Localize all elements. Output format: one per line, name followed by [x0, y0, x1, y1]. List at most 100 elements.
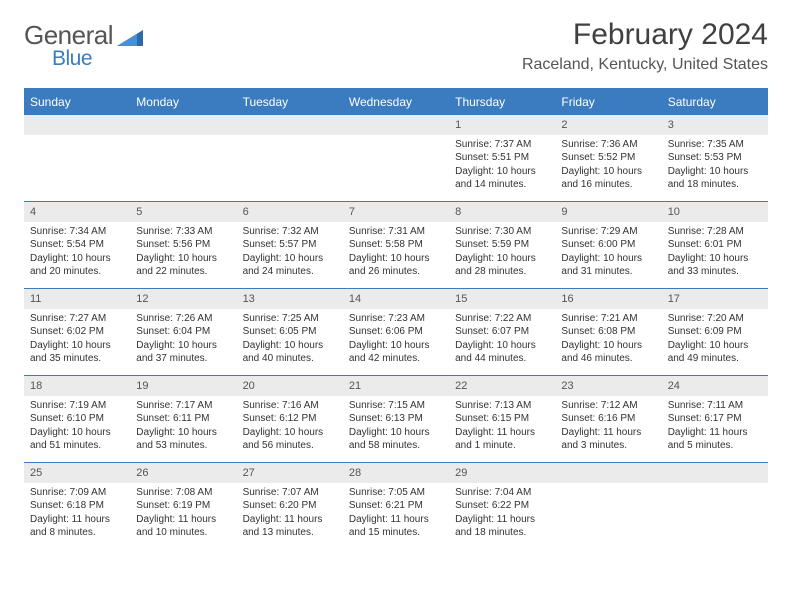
weekday-header: Wednesday [343, 90, 449, 114]
sunrise-text: Sunrise: 7:17 AM [136, 399, 230, 413]
sunrise-text: Sunrise: 7:37 AM [455, 138, 549, 152]
day-cell: 29Sunrise: 7:04 AMSunset: 6:22 PMDayligh… [449, 463, 555, 549]
sunrise-text: Sunrise: 7:22 AM [455, 312, 549, 326]
day-body: Sunrise: 7:23 AMSunset: 6:06 PMDaylight:… [343, 309, 449, 370]
day-number: 16 [555, 289, 661, 309]
weekday-header: Monday [130, 90, 236, 114]
sunrise-text: Sunrise: 7:13 AM [455, 399, 549, 413]
title-block: February 2024 Raceland, Kentucky, United… [522, 18, 768, 74]
day-body [555, 483, 661, 490]
sunset-text: Sunset: 6:10 PM [30, 412, 124, 426]
daylight-text: Daylight: 10 hours and 28 minutes. [455, 252, 549, 279]
day-body: Sunrise: 7:37 AMSunset: 5:51 PMDaylight:… [449, 135, 555, 196]
day-cell [662, 463, 768, 549]
day-number: 11 [24, 289, 130, 309]
day-cell: 17Sunrise: 7:20 AMSunset: 6:09 PMDayligh… [662, 289, 768, 375]
sunrise-text: Sunrise: 7:09 AM [30, 486, 124, 500]
day-number [662, 463, 768, 483]
day-cell: 7Sunrise: 7:31 AMSunset: 5:58 PMDaylight… [343, 202, 449, 288]
daylight-text: Daylight: 10 hours and 22 minutes. [136, 252, 230, 279]
day-number: 26 [130, 463, 236, 483]
day-cell: 13Sunrise: 7:25 AMSunset: 6:05 PMDayligh… [237, 289, 343, 375]
day-body: Sunrise: 7:33 AMSunset: 5:56 PMDaylight:… [130, 222, 236, 283]
day-number: 12 [130, 289, 236, 309]
sunrise-text: Sunrise: 7:28 AM [668, 225, 762, 239]
day-cell: 14Sunrise: 7:23 AMSunset: 6:06 PMDayligh… [343, 289, 449, 375]
calendar-page: General Blue February 2024 Raceland, Ken… [0, 0, 792, 561]
weekday-header: Friday [555, 90, 661, 114]
day-cell: 2Sunrise: 7:36 AMSunset: 5:52 PMDaylight… [555, 115, 661, 201]
day-body: Sunrise: 7:13 AMSunset: 6:15 PMDaylight:… [449, 396, 555, 457]
sunset-text: Sunset: 6:01 PM [668, 238, 762, 252]
sunset-text: Sunset: 5:56 PM [136, 238, 230, 252]
sunset-text: Sunset: 6:09 PM [668, 325, 762, 339]
sunrise-text: Sunrise: 7:33 AM [136, 225, 230, 239]
sunset-text: Sunset: 6:06 PM [349, 325, 443, 339]
sunrise-text: Sunrise: 7:30 AM [455, 225, 549, 239]
week-row: 18Sunrise: 7:19 AMSunset: 6:10 PMDayligh… [24, 375, 768, 462]
day-number: 27 [237, 463, 343, 483]
sunrise-text: Sunrise: 7:11 AM [668, 399, 762, 413]
day-body: Sunrise: 7:25 AMSunset: 6:05 PMDaylight:… [237, 309, 343, 370]
daylight-text: Daylight: 10 hours and 24 minutes. [243, 252, 337, 279]
day-body [24, 135, 130, 142]
day-cell [555, 463, 661, 549]
daylight-text: Daylight: 11 hours and 1 minute. [455, 426, 549, 453]
daylight-text: Daylight: 10 hours and 37 minutes. [136, 339, 230, 366]
sunset-text: Sunset: 6:00 PM [561, 238, 655, 252]
day-cell: 24Sunrise: 7:11 AMSunset: 6:17 PMDayligh… [662, 376, 768, 462]
calendar-grid: Sunday Monday Tuesday Wednesday Thursday… [24, 88, 768, 549]
day-number: 17 [662, 289, 768, 309]
day-cell: 25Sunrise: 7:09 AMSunset: 6:18 PMDayligh… [24, 463, 130, 549]
day-body: Sunrise: 7:34 AMSunset: 5:54 PMDaylight:… [24, 222, 130, 283]
daylight-text: Daylight: 10 hours and 33 minutes. [668, 252, 762, 279]
sunset-text: Sunset: 6:04 PM [136, 325, 230, 339]
sunset-text: Sunset: 5:57 PM [243, 238, 337, 252]
daylight-text: Daylight: 10 hours and 16 minutes. [561, 165, 655, 192]
day-body: Sunrise: 7:36 AMSunset: 5:52 PMDaylight:… [555, 135, 661, 196]
day-cell: 15Sunrise: 7:22 AMSunset: 6:07 PMDayligh… [449, 289, 555, 375]
sunset-text: Sunset: 6:13 PM [349, 412, 443, 426]
day-number: 8 [449, 202, 555, 222]
day-body: Sunrise: 7:29 AMSunset: 6:00 PMDaylight:… [555, 222, 661, 283]
day-cell: 11Sunrise: 7:27 AMSunset: 6:02 PMDayligh… [24, 289, 130, 375]
sunrise-text: Sunrise: 7:16 AM [243, 399, 337, 413]
week-row: 4Sunrise: 7:34 AMSunset: 5:54 PMDaylight… [24, 201, 768, 288]
weekday-header: Thursday [449, 90, 555, 114]
day-number: 20 [237, 376, 343, 396]
logo-triangle-icon [117, 22, 143, 53]
day-body [662, 483, 768, 490]
sunrise-text: Sunrise: 7:34 AM [30, 225, 124, 239]
day-number: 2 [555, 115, 661, 135]
day-body: Sunrise: 7:35 AMSunset: 5:53 PMDaylight:… [662, 135, 768, 196]
day-number: 18 [24, 376, 130, 396]
day-cell: 23Sunrise: 7:12 AMSunset: 6:16 PMDayligh… [555, 376, 661, 462]
day-body: Sunrise: 7:32 AMSunset: 5:57 PMDaylight:… [237, 222, 343, 283]
day-body: Sunrise: 7:16 AMSunset: 6:12 PMDaylight:… [237, 396, 343, 457]
day-number: 24 [662, 376, 768, 396]
day-body: Sunrise: 7:15 AMSunset: 6:13 PMDaylight:… [343, 396, 449, 457]
day-number: 22 [449, 376, 555, 396]
day-cell: 16Sunrise: 7:21 AMSunset: 6:08 PMDayligh… [555, 289, 661, 375]
day-cell: 5Sunrise: 7:33 AMSunset: 5:56 PMDaylight… [130, 202, 236, 288]
week-row: 25Sunrise: 7:09 AMSunset: 6:18 PMDayligh… [24, 462, 768, 549]
sunrise-text: Sunrise: 7:21 AM [561, 312, 655, 326]
day-number: 25 [24, 463, 130, 483]
day-cell: 18Sunrise: 7:19 AMSunset: 6:10 PMDayligh… [24, 376, 130, 462]
sunrise-text: Sunrise: 7:12 AM [561, 399, 655, 413]
logo-block: General Blue [24, 18, 143, 71]
sunset-text: Sunset: 6:15 PM [455, 412, 549, 426]
day-body [237, 135, 343, 142]
header: General Blue February 2024 Raceland, Ken… [24, 18, 768, 74]
day-body [343, 135, 449, 142]
sunrise-text: Sunrise: 7:20 AM [668, 312, 762, 326]
sunrise-text: Sunrise: 7:07 AM [243, 486, 337, 500]
day-number: 13 [237, 289, 343, 309]
day-body: Sunrise: 7:27 AMSunset: 6:02 PMDaylight:… [24, 309, 130, 370]
daylight-text: Daylight: 10 hours and 51 minutes. [30, 426, 124, 453]
month-title: February 2024 [522, 18, 768, 52]
sunset-text: Sunset: 6:07 PM [455, 325, 549, 339]
day-number [24, 115, 130, 135]
day-cell: 6Sunrise: 7:32 AMSunset: 5:57 PMDaylight… [237, 202, 343, 288]
sunrise-text: Sunrise: 7:32 AM [243, 225, 337, 239]
